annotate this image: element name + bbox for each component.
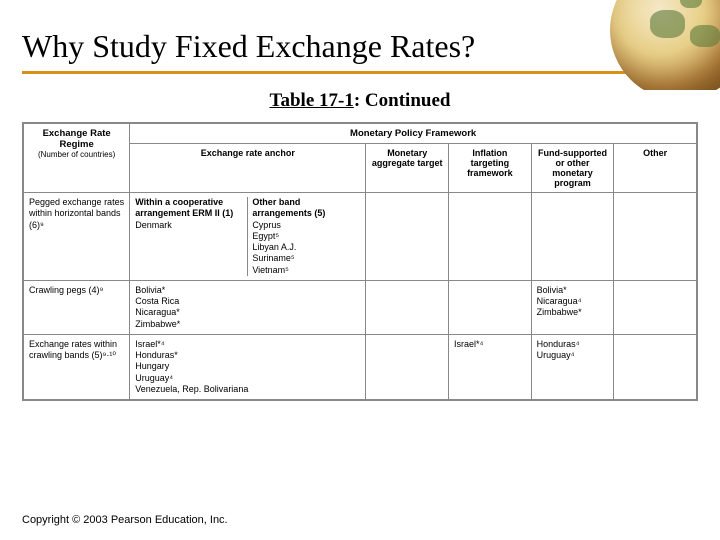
cell-other [614, 334, 697, 399]
cell-inflation [449, 280, 532, 334]
copyright-text: Copyright © 2003 Pearson Education, Inc. [22, 514, 228, 526]
regime-title: Exchange Rate Regime [43, 128, 111, 150]
cell-fund: Bolivia* Nicaragua⁴ Zimbabwe* [531, 280, 614, 334]
anchor-a-head: Within a cooperative arrangement ERM II … [135, 197, 243, 220]
caption-rest: : Continued [354, 90, 451, 111]
cell-monetary [366, 280, 449, 334]
col-header-regime: Exchange Rate Regime (Number of countrie… [24, 124, 130, 193]
cell-monetary [366, 334, 449, 399]
cell-anchor: Bolivia* Costa Rica Nicaragua* Zimbabwe* [130, 280, 366, 334]
col-header-inflation: Inflation targeting framework [449, 144, 532, 193]
cell-other [614, 193, 697, 281]
table-wrapper: Exchange Rate Regime (Number of countrie… [22, 122, 698, 401]
regime-sub: (Number of countries) [29, 150, 124, 159]
col-header-anchor: Exchange rate anchor [130, 144, 366, 193]
anchor-a-body: Denmark [135, 220, 243, 231]
col-header-other: Other [614, 144, 697, 193]
cell-anchor: Within a cooperative arrangement ERM II … [130, 193, 366, 281]
table-row: Exchange rates within crawling bands (5)… [24, 334, 697, 399]
cell-monetary [366, 193, 449, 281]
col-header-monetary: Monetary aggregate target [366, 144, 449, 193]
cell-other [614, 280, 697, 334]
caption-lead: Table 17-1 [270, 90, 354, 111]
anchor-b-head: Other band arrangements (5) [252, 197, 360, 220]
col-header-fund: Fund-supported or other monetary program [531, 144, 614, 193]
cell-inflation: Israel*⁴ [449, 334, 532, 399]
cell-fund: Honduras⁴ Uruguay⁴ [531, 334, 614, 399]
cell-regime: Crawling pegs (4)⁹ [24, 280, 130, 334]
table-caption: Table 17-1: Continued [0, 90, 720, 112]
exchange-rate-table: Exchange Rate Regime (Number of countrie… [23, 123, 697, 400]
cell-regime: Exchange rates within crawling bands (5)… [24, 334, 130, 399]
anchor-b-body: Cyprus Egypt⁵ Libyan A.J. Suriname⁵ Viet… [252, 220, 360, 276]
slide-title: Why Study Fixed Exchange Rates? [0, 0, 720, 69]
cell-regime: Pegged exchange rates within horizontal … [24, 193, 130, 281]
cell-anchor: Israel*⁴ Honduras* Hungary Uruguay⁴ Vene… [130, 334, 366, 399]
table-row: Crawling pegs (4)⁹ Bolivia* Costa Rica N… [24, 280, 697, 334]
table-header-row-1: Exchange Rate Regime (Number of countrie… [24, 124, 697, 144]
col-header-framework: Monetary Policy Framework [130, 124, 697, 144]
cell-inflation [449, 193, 532, 281]
table-row: Pegged exchange rates within horizontal … [24, 193, 697, 281]
cell-fund [531, 193, 614, 281]
